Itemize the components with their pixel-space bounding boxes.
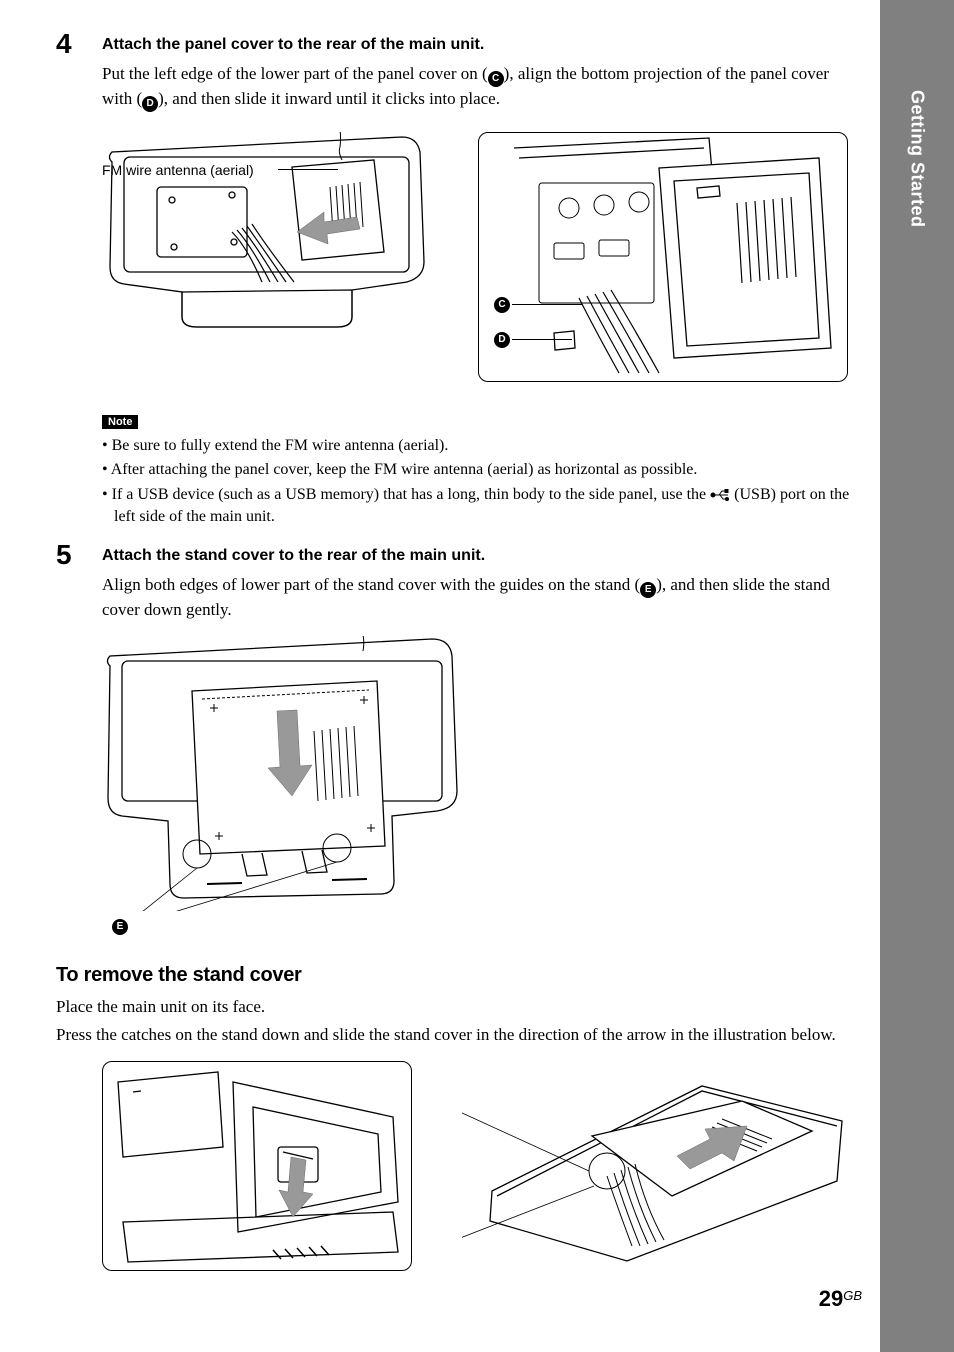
step-5-text: Align both edges of lower part of the st… — [102, 573, 856, 623]
remove-detail-illustration — [102, 1061, 412, 1271]
section-tab: Getting Started — [880, 0, 954, 1352]
callout-c-line — [512, 304, 582, 305]
note-item: Be sure to fully extend the FM wire ante… — [102, 435, 856, 457]
stand-cover-illustration — [102, 636, 462, 911]
step-5-title: Attach the stand cover to the rear of th… — [102, 547, 856, 565]
step-4-title: Attach the panel cover to the rear of th… — [102, 36, 856, 54]
page-suffix: GB — [843, 1288, 862, 1303]
antenna-label: FM wire antenna (aerial) — [102, 162, 254, 178]
step-5-text-a: Align both edges of lower part of the st… — [102, 575, 640, 594]
remove-heading: To remove the stand cover — [56, 964, 856, 987]
figure-remove-cover — [102, 1061, 856, 1281]
figure-step-5: E — [102, 636, 856, 946]
panel-cover-detail-illustration — [478, 132, 848, 382]
remove-p1: Place the main unit on its face. — [56, 995, 856, 1019]
page-content: 4 Attach the panel cover to the rear of … — [56, 30, 856, 1281]
step-4-text-c: ), and then slide it inward until it cli… — [158, 89, 500, 108]
figure-step-4: FM wire antenna (aerial) — [102, 132, 856, 392]
step-5: 5 Attach the stand cover to the rear of … — [56, 541, 856, 623]
marker-c-icon: C — [488, 71, 504, 87]
note-item-3a: If a USB device (such as a USB memory) t… — [112, 486, 711, 503]
callout-marker-c-icon: C — [494, 297, 510, 313]
remove-p2: Press the catches on the stand down and … — [56, 1023, 856, 1047]
callout-marker-d-icon: D — [494, 332, 510, 348]
step-4: 4 Attach the panel cover to the rear of … — [56, 30, 856, 112]
marker-e-icon: E — [640, 582, 656, 598]
step-4-text-a: Put the left edge of the lower part of t… — [102, 64, 488, 83]
page-number: 29 — [819, 1286, 843, 1311]
section-tab-label: Getting Started — [907, 90, 928, 228]
step-number-4: 4 — [56, 30, 102, 58]
usb-icon — [710, 489, 730, 501]
remove-overview-illustration — [462, 1061, 852, 1271]
note-block: Note Be sure to fully extend the FM wire… — [102, 412, 856, 529]
step-4-text: Put the left edge of the lower part of t… — [102, 62, 856, 112]
antenna-leader-line — [278, 169, 338, 170]
callout-d-line — [512, 339, 572, 340]
page-footer: 29GB — [819, 1286, 862, 1312]
step-number-5: 5 — [56, 541, 102, 569]
note-item: If a USB device (such as a USB memory) t… — [102, 484, 856, 529]
note-list: Be sure to fully extend the FM wire ante… — [102, 435, 856, 529]
note-item: After attaching the panel cover, keep th… — [102, 459, 856, 481]
marker-d-icon: D — [142, 96, 158, 112]
callout-marker-e-icon: E — [112, 919, 128, 935]
note-tag: Note — [102, 415, 138, 429]
